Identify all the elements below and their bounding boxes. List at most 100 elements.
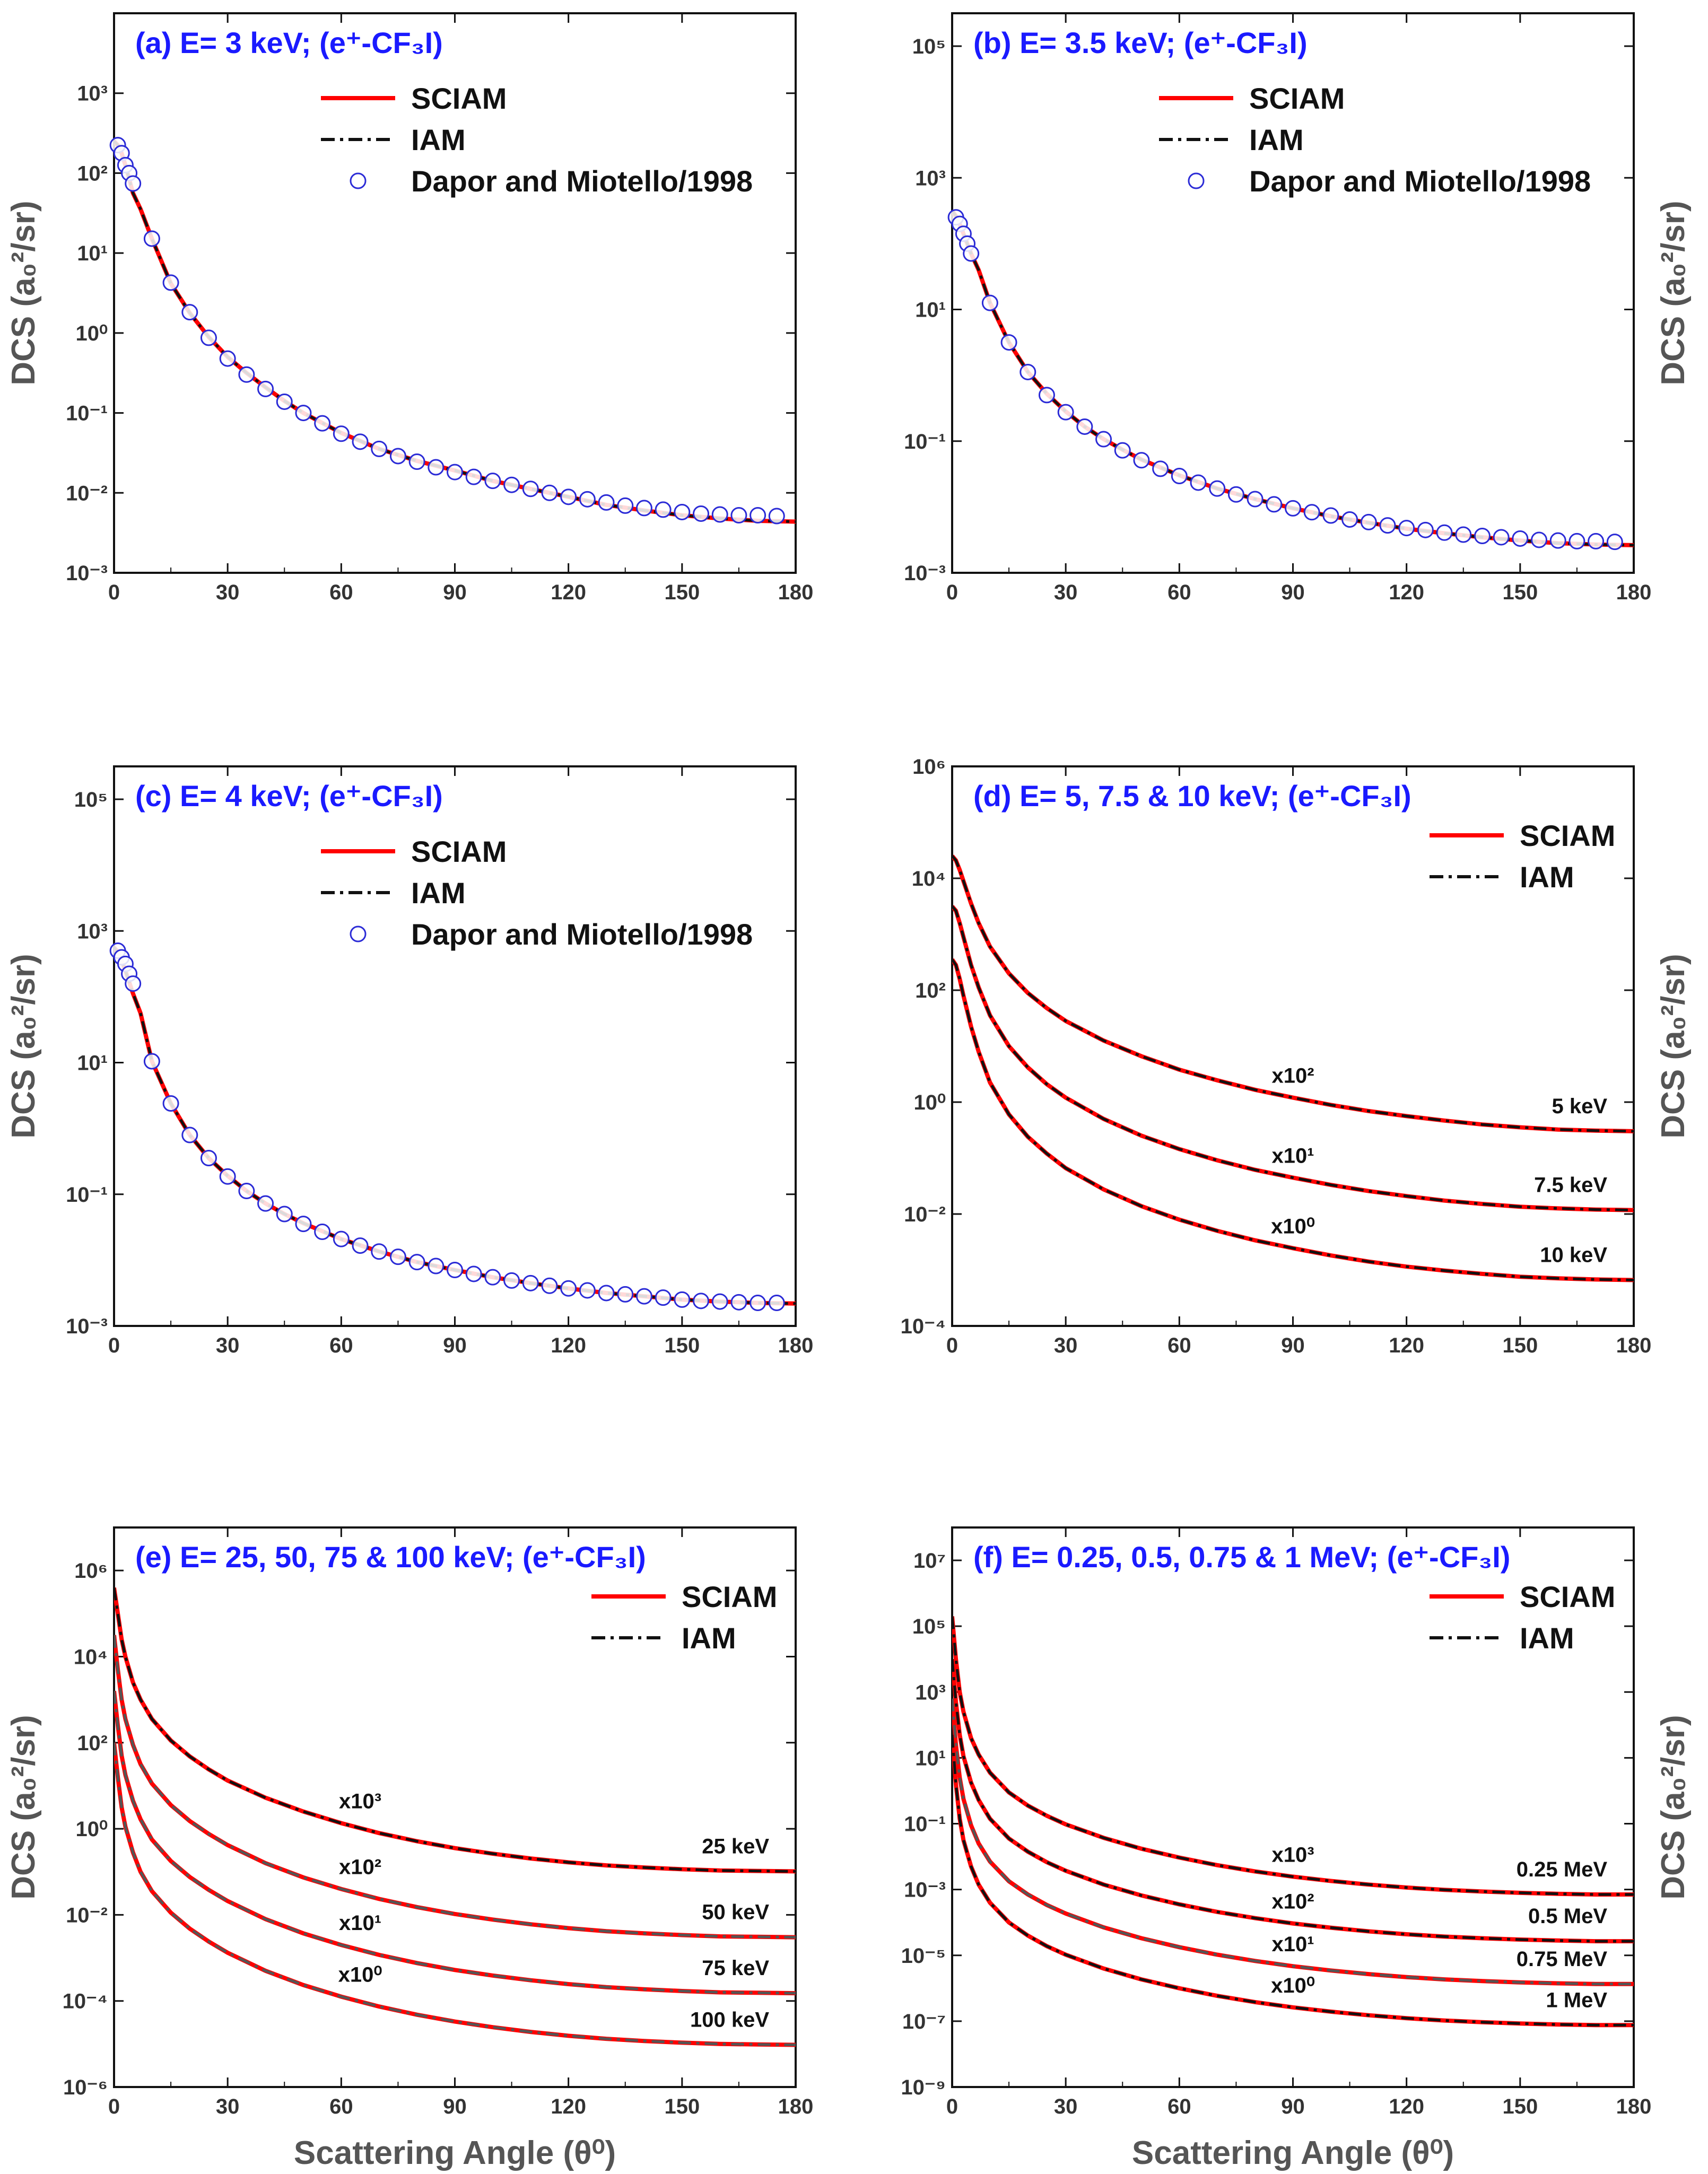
multiplier-label: x10⁰ [1271, 1974, 1315, 1997]
multiplier-label: x10³ [339, 1790, 381, 1813]
iam-curve [952, 905, 1634, 1212]
exp-point [503, 476, 520, 493]
exp-point [1436, 524, 1453, 541]
y-tick-label: 10⁰ [913, 1091, 946, 1114]
exp-point [579, 1282, 596, 1299]
multiplier-label: x10³ [1271, 1843, 1314, 1866]
x-tick-label: 30 [216, 1334, 240, 1357]
panel-title: (c) E= 4 keV; (e⁺-CF₃I) [135, 779, 443, 813]
y-tick-label: 10⁻³ [66, 562, 108, 585]
exp-point [408, 1254, 425, 1271]
y-tick-label: 10⁻⁴ [63, 1990, 108, 2013]
exp-point [598, 1285, 615, 1302]
exp-point [503, 1272, 520, 1289]
x-tick-label: 60 [329, 581, 353, 604]
exp-point [693, 1293, 710, 1309]
x-tick-label: 180 [778, 1334, 814, 1357]
x-tick-label: 30 [216, 581, 240, 604]
energy-label: 25 keV [702, 1835, 769, 1858]
sciam-curve [952, 209, 1634, 547]
exp-point [1285, 500, 1301, 517]
exp-point [428, 1258, 445, 1274]
iam-curve [114, 1635, 796, 1939]
exp-points [109, 942, 785, 1312]
x-tick-label: 60 [329, 1334, 353, 1357]
x-tick-label: 120 [1389, 1334, 1424, 1357]
y-tick-label: 10⁻⁴ [901, 1315, 946, 1338]
exp-point [314, 1224, 331, 1241]
x-tick-label: 60 [329, 2095, 353, 2118]
exp-point [768, 508, 785, 525]
y-tick-label: 10⁶ [912, 755, 946, 779]
exp-point [352, 1237, 369, 1254]
x-tick-label: 150 [1502, 1334, 1538, 1357]
exp-point [1247, 491, 1263, 508]
legend-label: SCIAM [411, 835, 507, 868]
iam-curve [114, 1742, 796, 2046]
exp-point [389, 1248, 406, 1265]
x-axis-title: Scattering Angle (θ⁰) [1132, 2135, 1454, 2171]
x-tick-label: 0 [108, 2095, 120, 2118]
exp-point [295, 405, 312, 422]
exp-point [674, 1291, 691, 1308]
panel-f: 0 30 60 90 120 150 180 10⁻⁹ 10⁻⁷ 10⁻⁵ 10⁻³ 10⁻¹ 10¹ 1… [901, 1526, 1692, 2171]
exp-point [484, 473, 501, 490]
y-tick-label: 10⁷ [913, 1549, 946, 1573]
x-tick-label: 0 [946, 2095, 958, 2118]
exp-point [1493, 529, 1510, 546]
legend-label: SCIAM [1520, 1580, 1615, 1613]
exp-point [408, 453, 425, 470]
exp-point [1152, 460, 1169, 477]
exp-point [711, 506, 728, 523]
iam-curve [952, 958, 1634, 1281]
exp-point [1588, 532, 1605, 549]
energy-label: 10 keV [1540, 1243, 1607, 1267]
panel-c: 0 30 60 90 120 150 180 10⁻³ 10⁻¹ 10¹ 10³ 10⁵ DCS (a₀… [5, 765, 814, 1357]
exp-point [125, 175, 142, 192]
x-tick-label: 0 [946, 581, 958, 604]
exp-point [238, 366, 255, 383]
exp-point [1171, 468, 1188, 485]
y-tick-label: 10⁻² [66, 482, 108, 505]
y-axis-title: DCS (a₀²/sr) [1655, 1715, 1692, 1899]
legend-label: SCIAM [1520, 819, 1615, 852]
panel-title: (b) E= 3.5 keV; (e⁺-CF₃I) [973, 26, 1308, 59]
x-tick-label: 60 [1167, 581, 1191, 604]
exp-point [1322, 507, 1339, 524]
multiplier-label: x10² [339, 1856, 381, 1879]
legend: SCIAM IAM [1430, 1580, 1615, 1655]
y-tick-label: 10⁴ [912, 867, 946, 890]
legend-label: Dapor and Miotello/1998 [411, 918, 753, 951]
exp-point [1474, 527, 1491, 544]
y-tick-label: 10³ [915, 167, 946, 190]
y-tick-label: 10⁻⁶ [63, 2076, 108, 2099]
y-tick-label: 10⁻³ [904, 562, 946, 585]
x-tick-label: 60 [1167, 1334, 1191, 1357]
y-tick-label: 10⁻¹ [904, 430, 946, 453]
y-tick-label: 10² [915, 979, 946, 1002]
energy-label: 0.75 MeV [1517, 1948, 1608, 1971]
exp-point [200, 1150, 217, 1166]
y-tick-label: 10⁵ [74, 788, 108, 811]
x-tick-label: 150 [664, 1334, 700, 1357]
exp-point [238, 1183, 255, 1200]
panel-b: 0 30 60 90 120 150 180 10⁻³ 10⁻¹ 10¹ 10³ 10⁵ DCS (a₀… [904, 12, 1692, 604]
panel-d: 0 30 60 90 120 150 180 10⁻⁴ 10⁻² 10⁰ 10² 10⁴ 10⁶ DCS … [901, 755, 1692, 1357]
multiplier-label: x10¹ [1271, 1933, 1314, 1956]
exp-point [295, 1216, 312, 1233]
exp-point [447, 464, 463, 481]
iam-curve [114, 140, 796, 523]
x-tick-label: 0 [108, 581, 120, 604]
x-tick-label: 180 [1616, 581, 1652, 604]
exp-point [635, 500, 652, 517]
legend-label: Dapor and Miotello/1998 [1249, 164, 1591, 198]
exp-point [1133, 452, 1150, 469]
y-tick-label: 10⁵ [912, 1615, 946, 1638]
exp-point [428, 459, 445, 476]
x-tick-label: 150 [664, 581, 700, 604]
exp-point [730, 1294, 747, 1311]
legend: SCIAM IAM Dapor and Miotello/1998 [1159, 82, 1591, 198]
exp-point [1531, 531, 1548, 548]
iam-curve [952, 855, 1634, 1133]
